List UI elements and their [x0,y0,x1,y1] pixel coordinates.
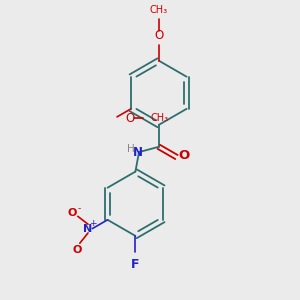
Text: O: O [178,149,189,162]
Text: F: F [131,258,140,272]
Text: O: O [73,244,82,255]
Text: N: N [133,146,142,159]
Text: +: + [89,219,97,228]
Text: O: O [68,208,77,218]
Text: -: - [77,204,81,213]
Text: O: O [154,29,164,42]
Text: CH₃: CH₃ [151,113,169,123]
Text: N: N [83,224,93,234]
Text: H: H [127,144,135,154]
Text: O: O [125,112,135,125]
Text: CH₃: CH₃ [150,5,168,15]
